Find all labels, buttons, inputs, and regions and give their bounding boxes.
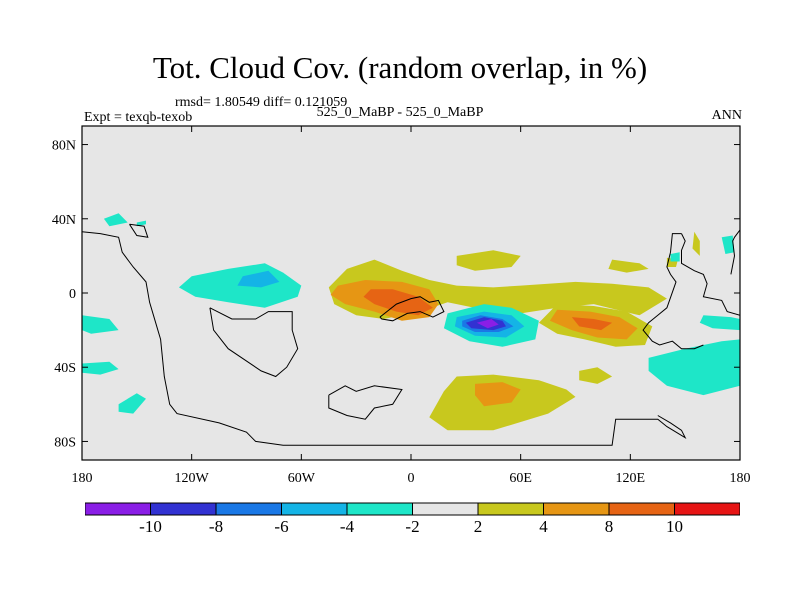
colorbar-box-4: [346, 502, 413, 516]
coastline-5: [642, 233, 704, 350]
colorbar-label-8: 10: [666, 517, 683, 536]
y-tick-label-2: 0: [69, 287, 76, 302]
y-tick-label-0: 80N: [52, 139, 76, 154]
coastline-7: [129, 223, 149, 238]
contour-region-21: [82, 361, 119, 375]
contour-region-23: [103, 213, 128, 227]
experiment-label: Expt = texqb-texob: [84, 110, 193, 125]
colorbar-label-2: -6: [274, 517, 289, 536]
colorbar-label-4: -2: [405, 517, 420, 536]
contour-region-26: [699, 315, 740, 331]
colorbar-label-3: -4: [339, 517, 355, 536]
coastlines: [82, 223, 740, 446]
x-tick-label-4: 60E: [509, 471, 532, 486]
colorbar-label-5: 2: [473, 517, 483, 536]
contour-region-10: [692, 231, 700, 256]
y-tick-label-1: 40N: [52, 213, 76, 228]
x-tick-label-2: 60W: [288, 471, 316, 486]
contour-region-24: [136, 220, 146, 227]
season-label: ANN: [711, 108, 742, 123]
colorbar-box-9: [674, 502, 740, 516]
contour-region-5: [571, 317, 613, 331]
coastline-3: [328, 385, 403, 420]
colorbar-label-0: -10: [139, 517, 162, 536]
x-tick-label-0: 180: [72, 471, 93, 486]
contour-region-14: [237, 270, 280, 288]
period-label: 525_0_MaBP - 525_0_MaBP: [316, 105, 484, 120]
contour-region-27: [721, 235, 735, 254]
colorbar-box-1: [150, 502, 217, 516]
colorbar-box-3: [281, 502, 348, 516]
colorbar-label-7: 8: [604, 517, 614, 536]
contour-region-2: [363, 289, 433, 316]
coastline-6: [730, 229, 740, 275]
contour-region-25: [648, 339, 740, 396]
colorbar-box-5: [412, 502, 479, 516]
coastline-0: [82, 231, 687, 446]
colorbar-box-6: [477, 502, 544, 516]
colorbar-box-8: [608, 502, 675, 516]
x-tick-label-3: 0: [408, 471, 415, 486]
x-tick-label-1: 120W: [175, 471, 210, 486]
coastline-4: [681, 233, 740, 316]
colorbar-label-1: -8: [208, 517, 224, 536]
colorbar: [85, 502, 740, 516]
colorbar-box-0: [85, 502, 151, 516]
y-tick-label-3: 40S: [54, 361, 76, 376]
chart-title: Tot. Cloud Cov. (random overlap, in %): [152, 50, 648, 85]
contour-region-9: [579, 367, 613, 384]
colorbar-box-2: [215, 502, 282, 516]
contour-fields: [82, 213, 740, 431]
contour-region-20: [82, 315, 119, 334]
contour-region-7: [475, 382, 521, 407]
coastline-1: [209, 307, 299, 378]
y-tick-label-4: 80S: [54, 435, 76, 450]
axis-ticks: 180 120W 60W 0 60E 120E 180 80N 40N 0 40S 80S: [52, 126, 751, 486]
contour-region-11: [608, 259, 649, 273]
x-tick-label-6: 180: [730, 471, 751, 486]
contour-region-28: [670, 252, 680, 262]
colorbar-label-6: 4: [539, 517, 548, 536]
map-plot: 180 120W 60W 0 60E 120E 180 80N 40N 0 40S 80S: [52, 125, 751, 486]
colorbar-box-7: [543, 502, 610, 516]
x-tick-label-5: 120E: [616, 471, 646, 486]
contour-region-19: [476, 319, 499, 329]
contour-region-22: [118, 393, 146, 414]
contour-region-8: [456, 250, 521, 271]
coastline-2: [379, 296, 445, 322]
stats-text: rmsd= 1.80549 diff= 0.121059: [175, 95, 348, 110]
